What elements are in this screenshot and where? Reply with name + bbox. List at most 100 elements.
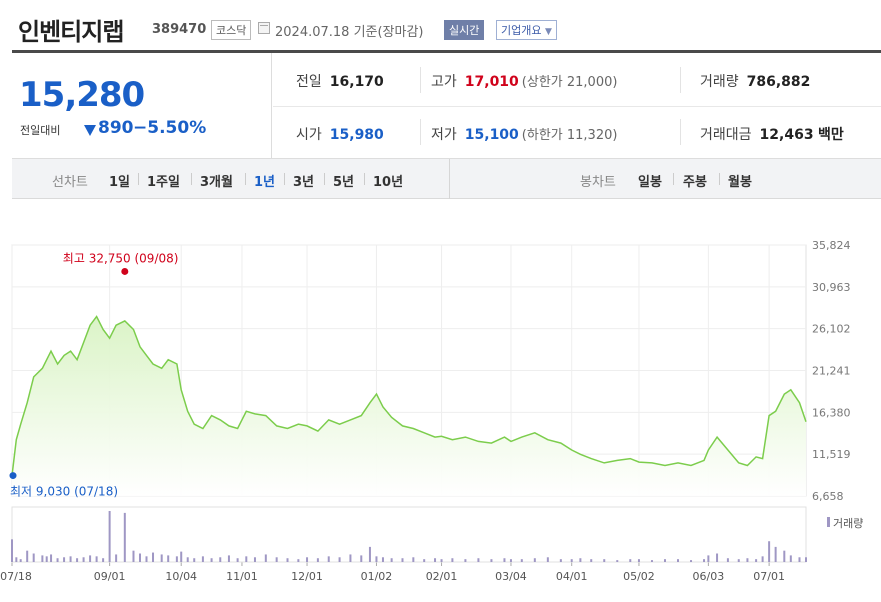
tab-weekly[interactable]: 주봉 [683, 175, 707, 190]
volume-bar [737, 559, 740, 562]
prev-close: 전일 16,170 [296, 71, 384, 91]
y-tick-label: 6,658 [812, 490, 844, 503]
low-price: 저가 15,100 (하한가 11,320) [431, 124, 617, 144]
volume-bar [145, 556, 148, 562]
current-price-box: 15,280 전일대비 890 −5.50% [12, 53, 272, 159]
volume-bar [19, 559, 22, 562]
header-divider [12, 50, 881, 53]
volume-bar [41, 555, 44, 562]
stock-name: 인벤티지랩 [18, 18, 124, 46]
tab-1d[interactable]: 1일 [109, 175, 131, 190]
x-tick-label: 01/02 [361, 570, 393, 583]
y-tick-label: 26,102 [812, 323, 851, 336]
volume-bar [26, 550, 29, 562]
volume-bar [390, 558, 393, 562]
tab-5y[interactable]: 5년 [333, 175, 355, 190]
volume: 거래량 786,882 [700, 71, 810, 91]
stock-code: 389470 [152, 22, 207, 37]
volume-bar [138, 553, 141, 562]
tab-3y[interactable]: 3년 [293, 175, 315, 190]
y-tick-label: 35,824 [812, 239, 851, 252]
tab-daily[interactable]: 일봉 [638, 175, 662, 190]
volume-bar [716, 553, 719, 562]
stock-header: 인벤티지랩 389470 코스닥 2024.07.18 기준(장마감) 실시간 … [0, 0, 881, 50]
y-tick-label: 11,519 [812, 448, 851, 461]
tab-divider [364, 173, 365, 185]
volume-bar [152, 552, 155, 562]
tab-3m[interactable]: 3개월 [200, 175, 233, 190]
tab-1w[interactable]: 1주일 [147, 175, 180, 190]
volume-bar [123, 512, 126, 562]
volume-bar [746, 558, 749, 562]
corp-info-dropdown[interactable]: 기업개요 ▼ [496, 20, 557, 40]
volume-bar [368, 546, 371, 562]
price-chart: 35,824 30,963 26,102 21,241 16,380 11,519 6,65… [0, 210, 881, 602]
amount-label: 거래대금 [700, 127, 752, 143]
volume-bar [533, 558, 536, 562]
x-tick-label: 09/01 [94, 570, 126, 583]
volume-bar [520, 559, 523, 562]
volume-bar [89, 555, 92, 562]
volume-bar [245, 556, 248, 562]
chevron-down-icon: ▼ [544, 27, 552, 37]
volume-bar [690, 560, 693, 562]
tab-divider [138, 173, 139, 185]
volume-bar [297, 559, 300, 562]
volume-bar [503, 558, 506, 562]
volume-bar [509, 559, 512, 562]
realtime-button[interactable]: 실시간 [444, 20, 485, 40]
volume-bar [490, 559, 493, 562]
diff-label: 전일대비 [20, 124, 61, 137]
volume-value: 786,882 [746, 74, 811, 90]
volume-bar [789, 555, 792, 562]
volume-bar [32, 553, 35, 562]
prev-close-value: 16,170 [329, 74, 384, 90]
down-triangle-icon [84, 125, 96, 136]
volume-bar [768, 541, 771, 562]
x-tick-label: 02/01 [426, 570, 458, 583]
open-value: 15,980 [329, 127, 384, 143]
prev-close-label: 전일 [296, 74, 322, 90]
volume-bar [167, 555, 170, 562]
volume-bar [774, 546, 777, 562]
volume-bar [440, 559, 443, 562]
summary-row-divider [273, 106, 881, 107]
tab-10y[interactable]: 10년 [373, 175, 404, 190]
volume-bar [349, 554, 352, 562]
y-tick-label: 30,963 [812, 281, 851, 294]
volume-bar [412, 557, 415, 562]
volume-bar [15, 557, 18, 562]
x-tick-label: 10/04 [165, 570, 197, 583]
volume-bar [616, 560, 619, 562]
tab-1y[interactable]: 1년 [254, 175, 276, 190]
open-label: 시가 [296, 127, 322, 143]
volume-bar [108, 511, 111, 562]
volume-bar [56, 558, 59, 562]
volume-bar [375, 556, 378, 562]
volume-bar [338, 557, 341, 562]
low-marker [9, 472, 17, 480]
x-tick-label: 06/03 [693, 570, 725, 583]
corp-info-label: 기업개요 [501, 24, 542, 37]
volume-bar [381, 557, 384, 562]
volume-bar [236, 558, 239, 562]
low-value: 15,100 [464, 127, 519, 143]
volume-bar [102, 558, 105, 562]
tabs-group-divider [449, 159, 450, 199]
volume-label: 거래량 [700, 74, 739, 90]
volume-bar [360, 555, 363, 562]
volume-bar [201, 556, 204, 562]
x-tick-label: 07/18 [0, 570, 32, 583]
tab-monthly[interactable]: 월봉 [728, 175, 752, 190]
volume-bar [590, 559, 593, 562]
volume-bar [186, 557, 189, 562]
price-area [12, 316, 806, 496]
volume-bar [783, 550, 786, 562]
volume-bar [629, 559, 632, 562]
diff-percent: −5.50% [133, 118, 207, 138]
high-marker [121, 267, 129, 275]
volume-bar [264, 554, 267, 562]
volume-bar [210, 558, 213, 562]
volume-bar [761, 556, 764, 562]
x-tick-label: 11/01 [226, 570, 258, 583]
